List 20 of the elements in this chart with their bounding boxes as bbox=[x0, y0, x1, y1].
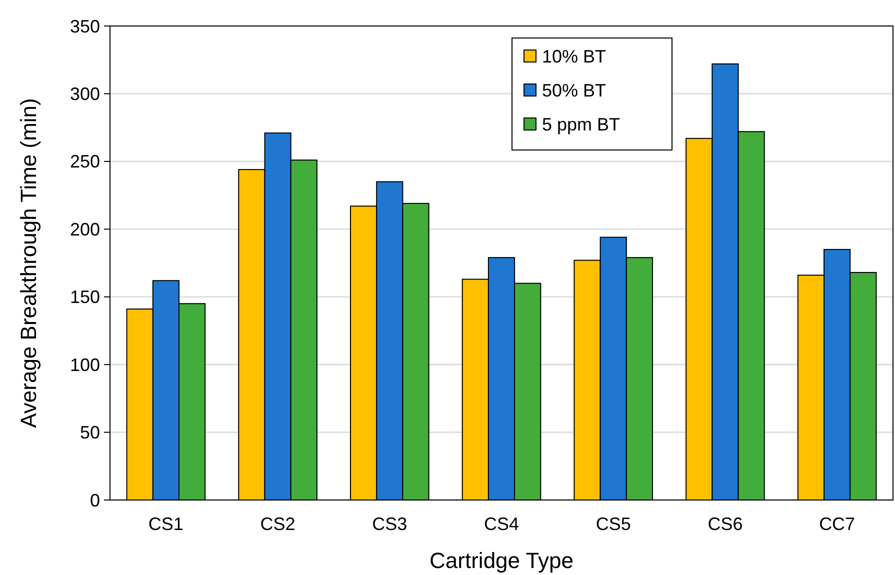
y-tick-label: 350 bbox=[70, 16, 100, 36]
x-tick-label: CS6 bbox=[708, 514, 743, 534]
y-tick-label: 0 bbox=[90, 490, 100, 510]
x-tick-label: CS4 bbox=[484, 514, 520, 534]
y-tick-label: 50 bbox=[80, 422, 100, 443]
x-tick-label: CS2 bbox=[260, 514, 296, 534]
y-axis-title: Average Breakthrough Time (min) bbox=[16, 98, 41, 428]
x-tick-label: CC7 bbox=[819, 514, 856, 534]
x-tick-label: CS3 bbox=[372, 514, 408, 534]
y-tick-label: 100 bbox=[70, 354, 100, 375]
x-tick-label: CS1 bbox=[148, 514, 184, 534]
x-tick-label: CS5 bbox=[596, 514, 631, 534]
legend-label: 50% BT bbox=[542, 80, 606, 100]
x-axis-title: Cartridge Type bbox=[430, 548, 574, 573]
y-tick-label: 200 bbox=[70, 219, 100, 240]
y-tick-label: 300 bbox=[70, 84, 100, 104]
y-tick-label: 150 bbox=[70, 287, 100, 308]
y-tick-label: 250 bbox=[70, 152, 100, 172]
legend-label: 5 ppm BT bbox=[542, 114, 620, 134]
legend-label: 10% BT bbox=[542, 46, 606, 66]
